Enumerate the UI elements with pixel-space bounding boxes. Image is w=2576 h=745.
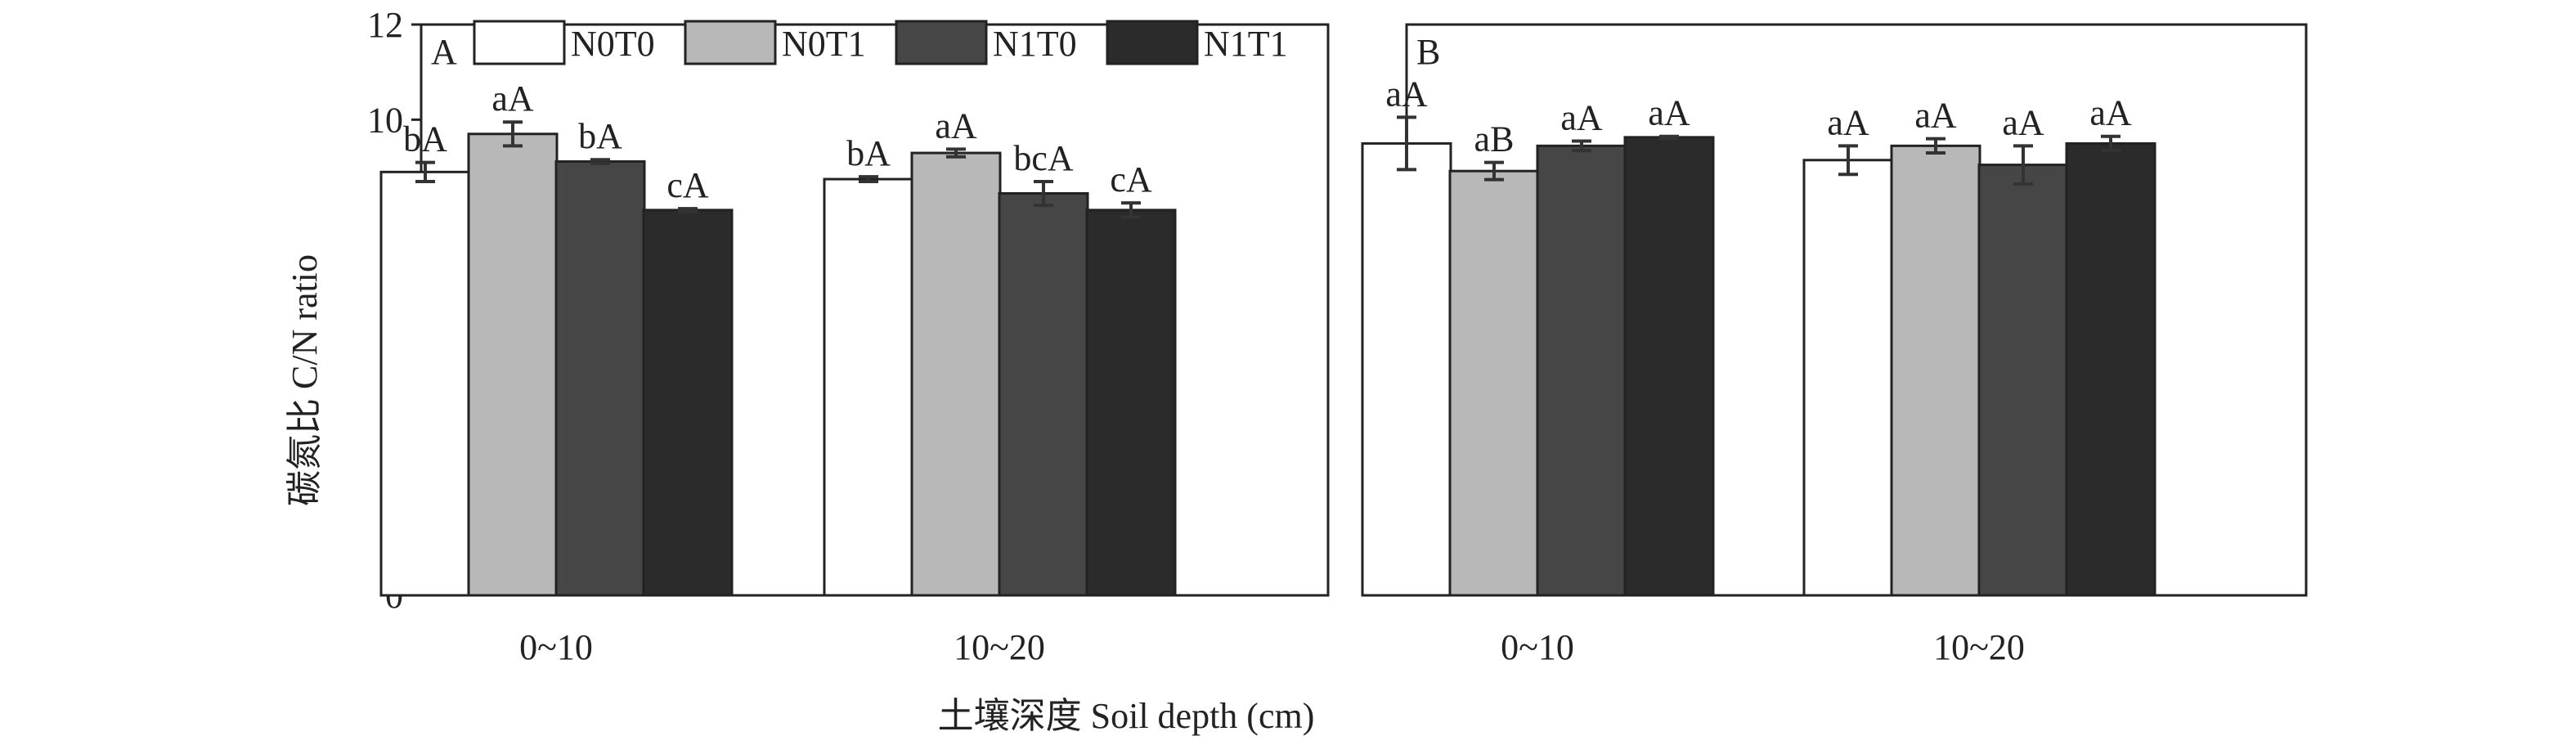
significance-label: bA xyxy=(403,119,447,159)
legend-label: N0T1 xyxy=(782,24,866,64)
bar-n1t1-1 xyxy=(1085,209,1177,597)
bar-n0t1-0 xyxy=(467,132,559,597)
legend-label: N0T0 xyxy=(571,24,655,64)
y-axis-label: 碳氮比 C/N ratio xyxy=(285,254,325,506)
legend-item-n1t1: N1T1 xyxy=(1106,20,1288,65)
x-tick-label: 0~10 xyxy=(1501,627,1574,667)
significance-label: aB xyxy=(1474,119,1515,159)
bar-n0t1-0 xyxy=(1448,169,1540,597)
legend-swatch xyxy=(895,20,988,65)
y-tick-label: 12 xyxy=(367,5,403,45)
bar-n0t0-0 xyxy=(379,170,471,597)
legend-swatch xyxy=(1106,20,1199,65)
significance-label: cA xyxy=(1110,159,1152,200)
significance-label: aA xyxy=(1560,98,1603,138)
significance-label: aA xyxy=(1914,96,1957,136)
significance-label: aA xyxy=(2002,102,2044,142)
x-axis-label: 土壤深度 Soil depth (cm) xyxy=(938,696,1315,736)
significance-label: bA xyxy=(578,116,622,156)
bar-n1t0-0 xyxy=(554,160,646,597)
significance-label: aA xyxy=(1827,102,1869,142)
significance-label: aA xyxy=(2089,93,2132,133)
significance-label: aA xyxy=(491,79,534,119)
bar-n0t0-0 xyxy=(1361,141,1452,597)
bar-n1t0-1 xyxy=(998,191,1089,597)
bar-n1t1-0 xyxy=(1623,136,1715,597)
x-tick-label: 10~20 xyxy=(954,627,1045,667)
x-tick-label: 0~10 xyxy=(519,627,593,667)
bar-n1t0-0 xyxy=(1536,144,1627,597)
bar-n0t0-1 xyxy=(823,177,914,597)
x-tick-label: 10~20 xyxy=(1933,627,2025,667)
significance-label: aA xyxy=(935,105,977,146)
panel-a: 024681012AbAaAbAcA0~10bAaAbcAcA10~20N0T0… xyxy=(367,5,1330,667)
legend-swatch xyxy=(473,20,566,65)
significance-label: aA xyxy=(1385,74,1428,114)
legend-item-n0t0: N0T0 xyxy=(473,20,655,65)
significance-label: aA xyxy=(1648,93,1690,133)
significance-label: bcA xyxy=(1013,138,1074,178)
legend-label: N1T1 xyxy=(1204,24,1288,64)
panel-label: A xyxy=(431,32,457,72)
legend-label: N1T0 xyxy=(993,24,1077,64)
bar-n1t1-1 xyxy=(2065,141,2156,597)
significance-label: cA xyxy=(666,165,709,205)
panel-b: BaA aB aA aA 0~10 aA aA aA aA 10~20 xyxy=(1361,23,2308,667)
significance-label: bA xyxy=(846,133,891,173)
bar-n0t1-1 xyxy=(1890,144,1981,597)
bar-n1t1-0 xyxy=(642,209,734,597)
bar-n0t1-1 xyxy=(910,151,1002,597)
panel-label: B xyxy=(1416,32,1440,72)
legend-item-n0t1: N0T1 xyxy=(684,20,866,65)
legend-swatch xyxy=(684,20,777,65)
bar-n0t0-1 xyxy=(1802,159,1894,597)
y-tick-label: 10 xyxy=(367,100,403,140)
legend-item-n1t0: N1T0 xyxy=(895,20,1077,65)
bar-n1t0-1 xyxy=(1977,164,2069,597)
